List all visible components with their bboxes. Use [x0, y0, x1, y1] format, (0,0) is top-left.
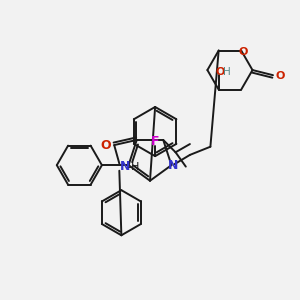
Text: O: O: [275, 71, 285, 81]
Text: O: O: [215, 67, 224, 77]
Text: H: H: [223, 67, 231, 77]
Text: F: F: [151, 135, 159, 148]
Text: N: N: [168, 159, 179, 172]
Text: N: N: [120, 160, 131, 173]
Text: O: O: [238, 46, 248, 57]
Text: -H: -H: [128, 162, 140, 172]
Text: O: O: [101, 139, 111, 152]
